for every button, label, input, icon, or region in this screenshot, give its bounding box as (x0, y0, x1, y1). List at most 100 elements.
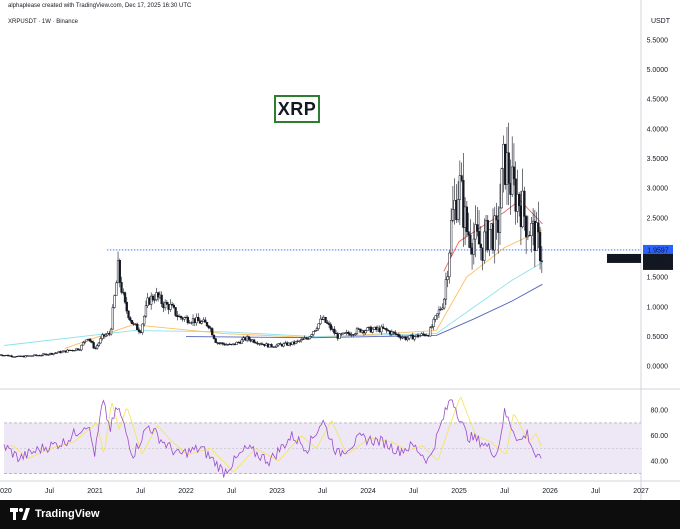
candle-body (160, 294, 163, 304)
candle-body (129, 317, 132, 321)
candle-body (495, 215, 498, 221)
price-tick-label: 3.0000 (647, 186, 669, 193)
candle-body (113, 295, 116, 308)
time-tick-label: Jul (45, 488, 54, 495)
price-tick-label: 5.0000 (647, 67, 669, 74)
candle-body (430, 326, 434, 328)
candle-body (88, 338, 92, 342)
price-chart[interactable]: USDT 5.5000 5.0000 4.5000 4.0000 3.5000 3.0000… (0, 0, 680, 500)
candle-body (443, 298, 446, 309)
candle-body (186, 316, 189, 323)
candle-body (429, 327, 432, 337)
time-tick-label: Jul (409, 488, 418, 495)
candle-body (179, 315, 182, 318)
symbol-badge (607, 253, 641, 263)
symbol-legend[interactable]: XRPUSDT · 1W · Binance (8, 19, 78, 25)
candle-body (99, 338, 102, 344)
candle-body (92, 342, 95, 349)
candle-body (540, 260, 543, 262)
candle-body (338, 333, 341, 339)
candle-body (394, 332, 397, 335)
time-tick-label: 2020 (0, 488, 12, 495)
candle-body (313, 330, 317, 332)
candle-body (413, 336, 416, 340)
candle-body (170, 304, 174, 306)
candle-body (52, 353, 55, 355)
candle-body (165, 301, 169, 305)
candle-body (111, 307, 114, 330)
candle-body (273, 346, 277, 348)
candle-body (76, 348, 80, 351)
bar-countdown-label: 4d 8h (649, 263, 667, 270)
candle-body (197, 316, 200, 322)
candle-body (439, 308, 442, 311)
candle-body (78, 349, 81, 351)
candle-body (101, 334, 104, 339)
price-tick-label: 5.5000 (647, 37, 669, 44)
candle-body (441, 307, 444, 310)
candle-body (150, 295, 153, 305)
candle-body (0, 354, 3, 356)
candle-body (211, 328, 214, 336)
candle-body (127, 310, 130, 319)
last-price-badge (643, 253, 673, 270)
candle-body (143, 315, 146, 325)
candle-body (354, 333, 357, 336)
candle-body (418, 335, 421, 338)
candle-body (141, 323, 144, 333)
candle-body (61, 351, 64, 354)
current-price-badge-label: 1.9597 (647, 247, 669, 254)
candle-body (324, 317, 327, 323)
time-tick-label: 2023 (269, 488, 285, 495)
time-tick-label: Jul (500, 488, 509, 495)
candle-body (298, 340, 301, 342)
time-tick-label: 2022 (178, 488, 194, 495)
candle-body (252, 339, 256, 343)
candle-body (469, 234, 472, 249)
candle-body (209, 327, 212, 329)
candle-body (153, 299, 156, 301)
candle-body (97, 342, 101, 346)
candle-body (120, 282, 123, 293)
candle-body (163, 301, 167, 309)
moving-average-line-ma_cyan (3, 262, 543, 346)
candle-body (524, 216, 528, 238)
time-tick-label: 2024 (360, 488, 376, 495)
candle-body (347, 331, 350, 334)
candle-body (458, 175, 462, 200)
candle-body (174, 307, 177, 316)
tradingview-logo[interactable]: TradingView (10, 508, 100, 520)
candle-body (444, 279, 448, 300)
candle-body (408, 335, 411, 339)
candle-body (118, 260, 121, 283)
candle-body (204, 319, 207, 323)
candle-body (530, 223, 533, 236)
candle-body (333, 328, 336, 334)
price-tick-label: 2.5000 (647, 215, 669, 222)
time-tick-label: Jul (591, 488, 600, 495)
candle-body (136, 323, 139, 331)
candle-body (95, 345, 99, 349)
candle-body (31, 355, 34, 357)
candle-body (327, 323, 331, 325)
candle-body (392, 331, 395, 333)
candle-body (467, 231, 470, 236)
chart-credit: alphaplease created with TradingView.com… (8, 3, 192, 9)
candle-body (312, 331, 315, 335)
candle-body (319, 318, 322, 324)
candle-body (406, 337, 409, 341)
price-tick-label: 1.5000 (647, 275, 669, 282)
rsi-line (3, 399, 542, 478)
price-tick-label: 1.0000 (647, 304, 669, 311)
candle-body (446, 276, 449, 280)
candle-body (397, 334, 400, 337)
candle-body (300, 339, 303, 342)
rsi-moving-average (4, 396, 542, 473)
candle-body (282, 343, 285, 347)
candle-body (275, 344, 278, 348)
candle-body (355, 328, 359, 334)
candle-body (537, 222, 540, 233)
candle-body (47, 354, 50, 356)
candle-body (448, 252, 451, 278)
candle-body (451, 209, 455, 221)
